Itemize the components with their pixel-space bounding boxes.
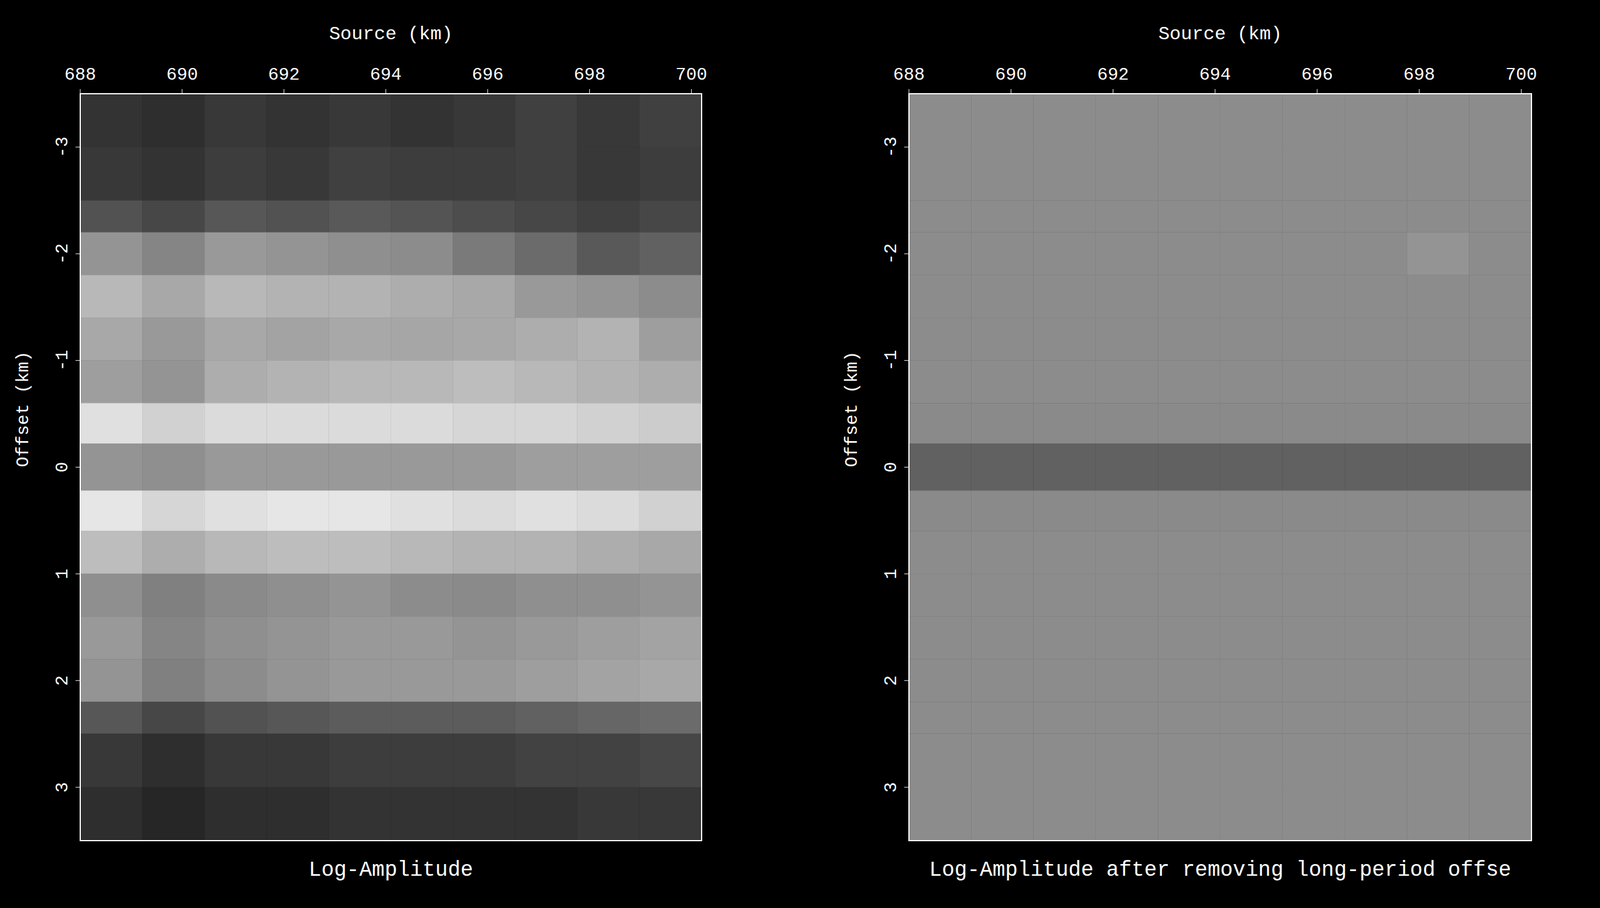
svg-text:1: 1 [52, 568, 73, 580]
svg-text:690: 690 [995, 65, 1027, 85]
svg-text:-3: -3 [52, 136, 73, 158]
svg-text:Source (km): Source (km) [329, 23, 453, 46]
svg-text:692: 692 [268, 65, 300, 85]
svg-text:688: 688 [64, 65, 97, 85]
svg-text:2: 2 [881, 675, 902, 686]
svg-text:2: 2 [52, 675, 73, 686]
svg-text:698: 698 [573, 65, 606, 85]
svg-text:-1: -1 [52, 349, 73, 371]
svg-text:698: 698 [1403, 65, 1435, 85]
svg-text:700: 700 [1505, 65, 1538, 85]
svg-text:696: 696 [472, 65, 504, 85]
svg-text:-2: -2 [52, 243, 73, 265]
svg-text:690: 690 [166, 65, 198, 85]
html-text:Log-Amplitude after removing l: Log-Amplitude after removing long-period… [929, 857, 1512, 882]
svg-text:694: 694 [1199, 65, 1232, 85]
html-text:Log-Amplitude: Log-Amplitude [308, 857, 474, 882]
svg-text:692: 692 [1097, 65, 1130, 85]
svg-text:-3: -3 [881, 136, 902, 158]
svg-text:0: 0 [881, 461, 902, 473]
svg-text:Source (km): Source (km) [1158, 23, 1282, 46]
svg-text:696: 696 [1301, 65, 1333, 85]
svg-text:694: 694 [370, 65, 402, 85]
svg-text:Offset (km): Offset (km) [842, 350, 863, 467]
svg-text:1: 1 [881, 568, 902, 580]
svg-text:3: 3 [52, 781, 73, 793]
svg-text:Offset (km): Offset (km) [13, 350, 34, 467]
svg-text:-2: -2 [881, 243, 902, 265]
svg-text:688: 688 [893, 65, 925, 85]
svg-text:-1: -1 [881, 349, 902, 371]
svg-text:0: 0 [52, 461, 73, 473]
svg-text:700: 700 [675, 65, 708, 85]
svg-text:3: 3 [881, 781, 902, 793]
